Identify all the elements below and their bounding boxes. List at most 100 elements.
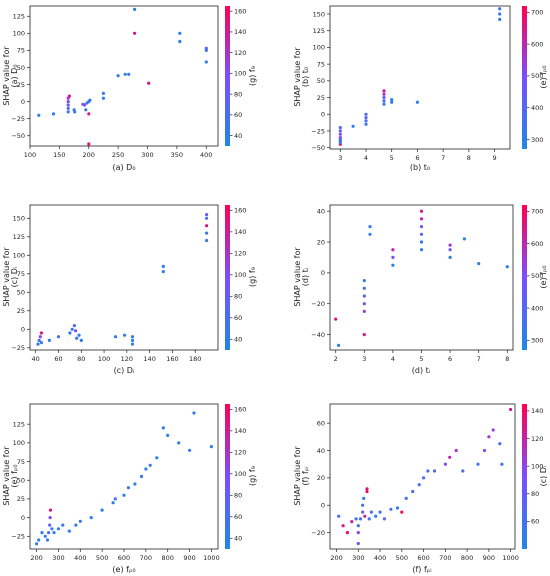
data-point (155, 456, 159, 460)
xticks-a: 100 150 200 250 300 350 400 (24, 146, 212, 159)
ylabel-d-line2: (d) tᵢ (301, 268, 310, 286)
data-point (415, 100, 419, 104)
data-point (130, 335, 135, 339)
data-point (38, 335, 42, 339)
data-point (509, 407, 513, 412)
y-tick-label: 125 (313, 27, 325, 35)
data-point (87, 142, 91, 146)
data-point (422, 476, 426, 480)
data-point (498, 17, 502, 21)
data-point (74, 523, 78, 527)
plot-area-a (29, 5, 219, 147)
y-tick-label: 150 (313, 10, 325, 18)
y-tick-label: 25 (17, 307, 25, 315)
y-tick-label: 100 (13, 30, 25, 38)
yticks-d: −40 −20 0 20 40 (311, 207, 330, 339)
data-point (188, 448, 192, 452)
data-point (395, 506, 400, 510)
x-tick-label: 600 (417, 554, 429, 562)
colorbar-tick-label: 120 (234, 49, 246, 57)
x-tick-label: 6 (415, 154, 419, 162)
x-tick-label: 500 (96, 554, 108, 562)
data-point (338, 126, 342, 130)
data-point (361, 503, 365, 507)
x-tick-label: 80 (77, 355, 85, 363)
x-tick-label: 5 (419, 355, 423, 363)
panel-b: 3 4 5 6 7 8 9 −50 −25 0 25 50 75 100 125 150 (b) t₀ SH… (293, 5, 548, 172)
data-point (79, 338, 83, 342)
data-point (364, 122, 368, 126)
data-point (204, 46, 208, 50)
data-point (417, 483, 421, 487)
ylabel-c-line1: SHAP value for (2, 247, 11, 307)
y-tick-label: 40 (317, 207, 325, 215)
data-point (419, 209, 424, 213)
data-point (419, 225, 424, 229)
data-point (133, 31, 137, 35)
panel-d: 2 3 4 5 6 7 8 −40 −20 0 20 40 (d) tᵢ SHAP value fo… (293, 204, 548, 375)
data-point (87, 112, 91, 116)
x-tick-label: 7 (441, 154, 445, 162)
data-point (382, 517, 386, 521)
y-tick-label: 0 (21, 514, 25, 522)
y-tick-label: 125 (13, 13, 25, 21)
data-point (426, 469, 430, 473)
data-point (101, 91, 105, 95)
data-point (364, 119, 368, 123)
x-tick-label: 400 (374, 554, 386, 562)
colorbar-tick-label: 400 (531, 104, 543, 112)
data-point (133, 482, 137, 486)
y-tick-label: 20 (317, 238, 325, 246)
ylabel-a-line1: SHAP value for (2, 46, 11, 106)
ylabel-f-line2: (f) fₚᵢ (301, 466, 310, 485)
colorbar-label-a: (g) f₉ (248, 66, 257, 86)
colorbar-a (225, 6, 230, 146)
y-tick-label: −20 (311, 529, 325, 537)
data-point (78, 519, 82, 523)
data-point (205, 216, 209, 220)
x-tick-label: 8 (467, 154, 471, 162)
x-tick-label: 800 (162, 554, 174, 562)
x-tick-label: 350 (171, 151, 183, 159)
data-point (362, 279, 366, 283)
data-point (368, 232, 372, 236)
yticks-e: −25 0 25 50 75 100 125 (11, 420, 30, 541)
points-c (36, 213, 209, 346)
y-tick-label: 60 (317, 419, 325, 427)
data-point (354, 517, 358, 521)
data-point (448, 255, 452, 259)
colorbar-tick-label: 40 (234, 535, 242, 543)
colorbar-tick-label: 140 (234, 228, 246, 236)
x-tick-label: 140 (143, 355, 155, 363)
colorbar-label-d: (e) fₚ₀ (539, 265, 548, 288)
data-point (36, 342, 40, 346)
points-d (334, 209, 509, 347)
data-point (43, 534, 47, 538)
x-tick-label: 100 (24, 151, 36, 159)
data-point (350, 520, 354, 524)
data-point (47, 531, 51, 535)
colorbar-tick-label: 300 (531, 337, 543, 345)
data-point (367, 517, 371, 521)
data-point (35, 542, 39, 546)
x-tick-label: 500 (396, 554, 408, 562)
xticks-d: 2 3 4 5 6 7 8 (334, 350, 509, 363)
data-point (364, 116, 368, 120)
data-point (351, 124, 355, 128)
x-tick-label: 5 (390, 154, 394, 162)
ylabel-d-line1: SHAP value for (293, 247, 302, 307)
colorbar-b (522, 6, 527, 149)
x-tick-label: 400 (200, 151, 212, 159)
data-point (338, 129, 342, 133)
data-point (192, 411, 196, 415)
data-point (130, 338, 135, 342)
data-point (419, 248, 424, 252)
y-tick-label: 50 (17, 64, 25, 72)
data-point (161, 270, 165, 274)
colorbar-label-b: (e) fₚ₀ (539, 65, 548, 88)
y-tick-label: 0 (321, 111, 325, 119)
colorbar-tick-label: 120 (531, 435, 543, 443)
colorbar-tick-label: 60 (531, 518, 539, 526)
colorbar-ticks-c: 40 60 80 100 120 140 160 (230, 207, 246, 344)
x-tick-label: 60 (54, 355, 62, 363)
